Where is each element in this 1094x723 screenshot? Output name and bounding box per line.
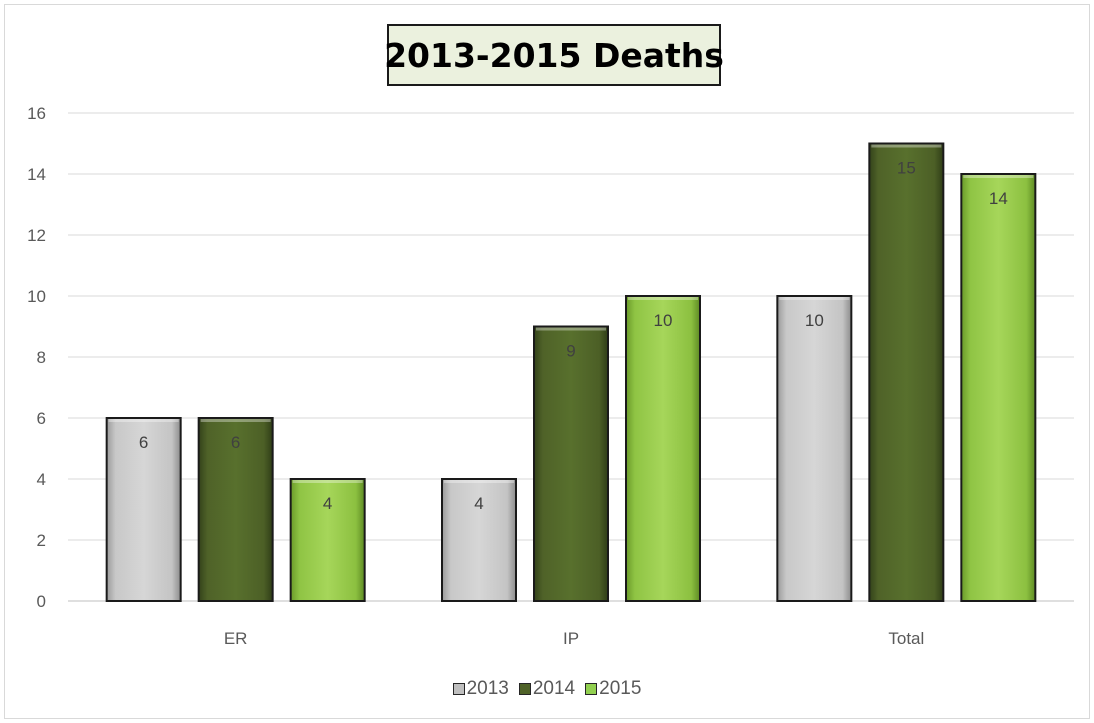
chart-title: 2013-2015 Deaths [384, 24, 724, 86]
bar-bevel [628, 297, 698, 300]
y-tick-label: 12 [27, 226, 46, 245]
category-label-ip: IP [563, 629, 579, 648]
bar-bevel [779, 297, 850, 300]
category-label-er: ER [224, 629, 248, 648]
data-label-total-2014: 15 [897, 159, 916, 178]
data-label-ip-2013: 4 [474, 494, 483, 513]
bar-bevel [963, 175, 1034, 178]
data-label-total-2013: 10 [805, 311, 824, 330]
legend: 2013 2014 2015 [0, 676, 1094, 702]
bar-bevel [536, 327, 606, 331]
bar-bevel [871, 144, 942, 148]
y-tick-label: 2 [37, 531, 46, 550]
legend-item-2015: 2015 [585, 678, 641, 700]
data-label-total-2015: 14 [989, 189, 1008, 208]
bar-er-2015 [289, 478, 366, 602]
bar-bevel [200, 419, 271, 422]
bar-bevel [292, 480, 363, 483]
legend-label-2013: 2013 [466, 678, 509, 699]
bar-ip-2014 [533, 325, 609, 602]
y-tick-label: 16 [27, 104, 46, 123]
y-tick-label: 14 [27, 165, 46, 184]
bar-ip-2015 [625, 295, 701, 602]
legend-label-2014: 2014 [532, 678, 576, 699]
data-label-er-2015: 4 [323, 494, 332, 513]
data-label-er-2013: 6 [139, 433, 148, 452]
y-tick-label: 0 [37, 592, 46, 611]
data-label-er-2014: 6 [231, 433, 240, 452]
bar-er-2013 [105, 417, 182, 602]
legend-swatch-2013 [452, 683, 465, 695]
legend-item-2014: 2014 [518, 678, 576, 700]
legend-swatch-2014 [518, 683, 531, 695]
y-tick-label: 4 [37, 470, 46, 489]
legend-swatch-2015 [585, 683, 598, 695]
bar-total-2015 [960, 173, 1037, 602]
legend-item-2013: 2013 [452, 678, 509, 700]
bar-er-2014 [197, 417, 274, 602]
legend-label-2015: 2015 [599, 678, 642, 699]
bar-bevel [444, 480, 514, 483]
bar-total-2014 [868, 142, 945, 602]
bar-bevel [108, 419, 179, 422]
data-label-ip-2014: 9 [566, 342, 575, 361]
bar-ip-2013 [441, 478, 517, 602]
data-label-ip-2015: 10 [654, 311, 673, 330]
bar-total-2013 [776, 295, 853, 602]
y-tick-label: 8 [37, 348, 46, 367]
y-tick-label: 10 [27, 287, 46, 306]
y-tick-label: 6 [37, 409, 46, 428]
category-label-total: Total [888, 629, 924, 648]
